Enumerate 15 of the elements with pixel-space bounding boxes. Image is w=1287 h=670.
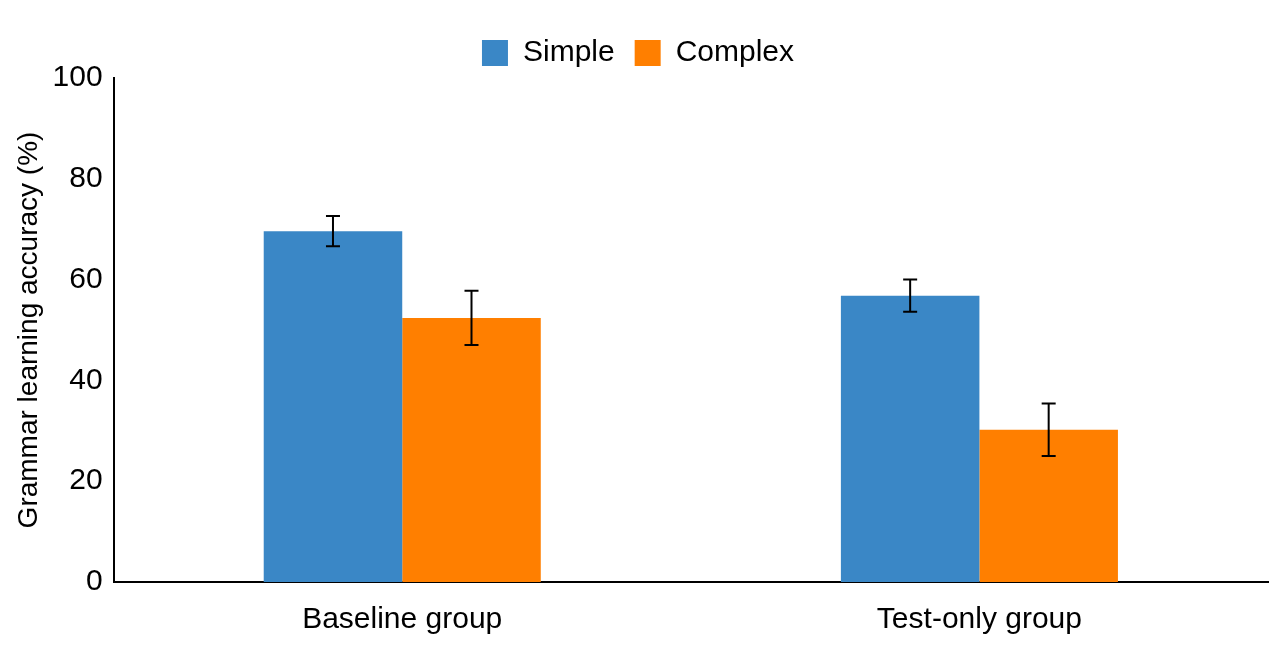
y-tick-label: 20 (69, 462, 103, 496)
legend-label: Simple (522, 34, 615, 68)
y-tick-label: 80 (69, 160, 103, 194)
y-tick-label: 100 (52, 59, 103, 93)
y-axis-title: Grammar learning accuracy (%) (11, 131, 43, 529)
bar (263, 231, 403, 582)
bar (840, 295, 980, 582)
bar (402, 317, 541, 582)
x-tick-label: Baseline group (302, 601, 503, 635)
x-tick-label: Test-only group (876, 601, 1082, 635)
y-tick-label: 0 (85, 563, 103, 597)
bar (979, 429, 1118, 582)
y-tick-label: 40 (69, 361, 103, 395)
y-tick-label: 60 (69, 260, 103, 294)
legend-label: Complex (675, 34, 795, 68)
